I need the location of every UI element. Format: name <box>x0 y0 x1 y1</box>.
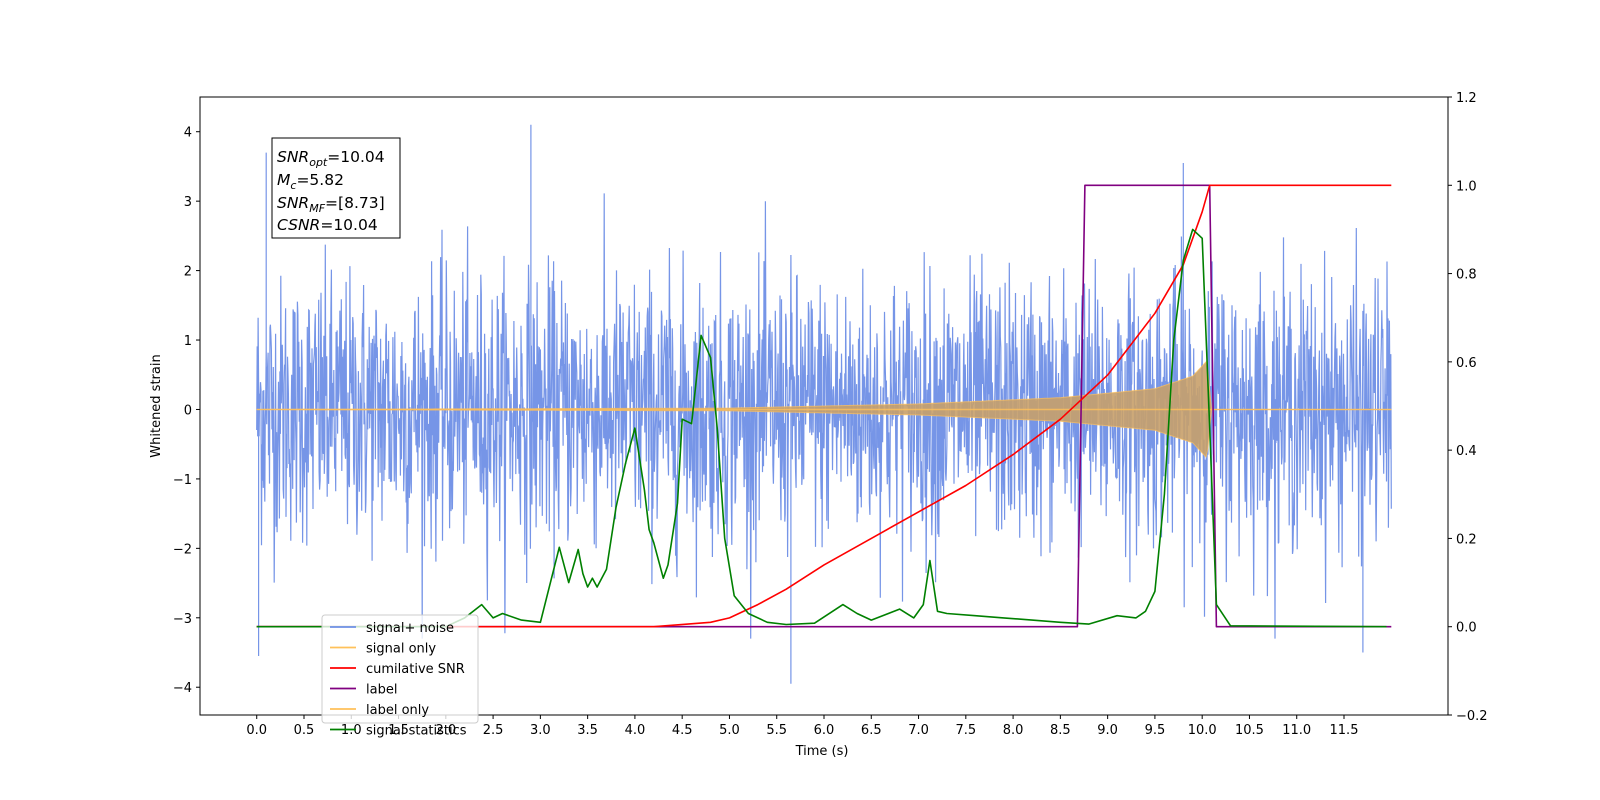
y-right-tick-label: 0.2 <box>1456 532 1477 547</box>
x-axis: 0.0 0.5 1.0 1.5 2.0 2.5 3.0 3.5 4.0 4.5 5.0 5.5 6.0 6… <box>246 715 1358 738</box>
y-left-tick-label: 2 <box>184 265 192 280</box>
x-tick-label: 7.0 <box>908 723 929 738</box>
legend-entry-label: signal only <box>366 642 436 657</box>
x-tick-label: 2.5 <box>483 723 504 738</box>
x-tick-label: 4.0 <box>625 723 646 738</box>
legend-entry-label: signal+ noise <box>366 621 454 636</box>
left-y-axis: −4 −3 −2 −1 0 1 2 3 4 <box>173 126 200 696</box>
legend: signal+ noise signal only cumilative SNR la… <box>321 614 479 739</box>
plot-area <box>256 124 1392 684</box>
x-tick-label: 6.0 <box>814 723 835 738</box>
series-signal-noise-line <box>256 124 1392 684</box>
x-tick-label: 8.0 <box>1003 723 1024 738</box>
x-tick-label: 8.5 <box>1050 723 1071 738</box>
x-tick-label: 9.5 <box>1145 723 1166 738</box>
x-tick-label: 9.0 <box>1097 723 1118 738</box>
legend-entry-label: label <box>366 683 397 698</box>
y-left-tick-label: 4 <box>184 126 192 141</box>
x-tick-label: 5.0 <box>719 723 740 738</box>
x-axis-label: Time (s) <box>795 744 849 759</box>
x-tick-label: 11.0 <box>1282 723 1311 738</box>
x-tick-label: 4.5 <box>672 723 693 738</box>
x-tick-label: 7.5 <box>955 723 976 738</box>
x-tick-label: 10.0 <box>1188 723 1217 738</box>
series-signal-statistics-line <box>256 228 1387 628</box>
x-tick-label: 11.5 <box>1330 723 1359 738</box>
y-right-tick-label: 1.0 <box>1456 179 1477 194</box>
y-right-tick-label: 0.6 <box>1456 356 1477 371</box>
y-right-tick-label: 0.4 <box>1456 444 1477 459</box>
legend-entry-label: signal statistics <box>366 724 467 739</box>
legend-entry-label: label only <box>366 703 429 718</box>
y-left-tick-label: −4 <box>173 681 192 696</box>
annotation-line-snr-opt: SNRopt=10.04 <box>277 148 385 169</box>
y-left-tick-label: 3 <box>184 195 192 210</box>
annotation-line-csnr: CSNR=10.04 <box>277 216 378 234</box>
y-right-tick-label: −0.2 <box>1456 709 1488 724</box>
y-right-tick-label: 0.0 <box>1456 621 1477 636</box>
x-tick-label: 3.5 <box>577 723 598 738</box>
y-left-tick-label: −2 <box>173 542 192 557</box>
annotation-line-mc: Mc=5.82 <box>277 171 344 192</box>
series-cumulative-snr-line <box>256 184 1392 628</box>
series-label-line <box>256 184 1392 628</box>
legend-entry-label: cumilative SNR <box>366 662 465 677</box>
x-tick-label: 3.0 <box>530 723 551 738</box>
y-left-tick-label: 1 <box>184 334 192 349</box>
y-left-tick-label: −1 <box>173 473 192 488</box>
annotation-line-snr-mf: SNRMF=[8.73] <box>277 194 385 215</box>
x-tick-label: 6.5 <box>861 723 882 738</box>
annotation-box: SNRopt=10.04 Mc=5.82 SNRMF=[8.73] CSNR=1… <box>271 137 401 239</box>
y-left-tick-label: −3 <box>173 612 192 627</box>
x-tick-label: 10.5 <box>1235 723 1264 738</box>
x-tick-label: 1.0 <box>341 723 362 738</box>
x-tick-label: 1.5 <box>388 723 409 738</box>
y-left-tick-label: 0 <box>184 403 192 418</box>
annotation-frame <box>271 137 401 239</box>
y-axis-label: Whitened strain <box>149 354 164 457</box>
right-y-axis: −0.2 0.0 0.2 0.4 0.6 0.8 1.0 1.2 <box>1448 91 1488 724</box>
legend-frame <box>321 614 479 724</box>
y-right-tick-label: 1.2 <box>1456 91 1477 106</box>
x-tick-label: 5.5 <box>766 723 787 738</box>
x-tick-label: 0.0 <box>246 723 267 738</box>
y-right-tick-label: 0.8 <box>1456 268 1477 283</box>
x-tick-label: 2.0 <box>435 723 456 738</box>
x-tick-label: 0.5 <box>294 723 315 738</box>
